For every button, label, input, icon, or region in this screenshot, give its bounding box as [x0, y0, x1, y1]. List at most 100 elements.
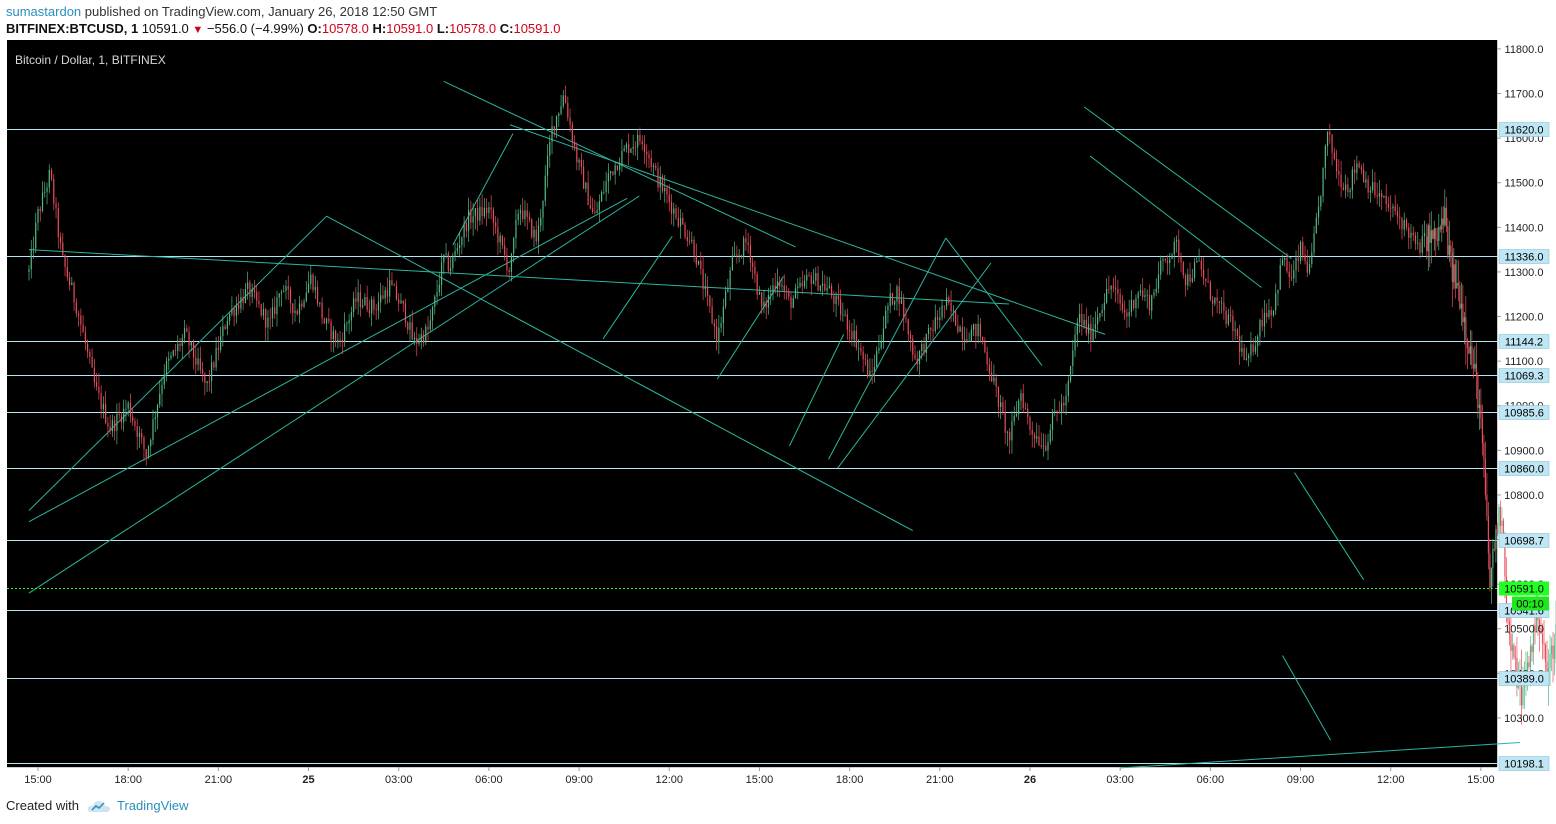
time-axis[interactable] — [7, 767, 1497, 794]
candle-248-body — [111, 420, 113, 432]
candle-142-body — [80, 315, 82, 325]
candle-202-body — [98, 386, 100, 393]
candle-3833-body — [1189, 274, 1191, 282]
candle-1275-body — [420, 334, 422, 342]
candle-1110-body — [371, 299, 373, 314]
candle--30-body — [28, 269, 30, 272]
candle-4935-body — [1520, 673, 1523, 706]
level-label-bg-5 — [1498, 461, 1550, 476]
candle-375-body — [150, 440, 152, 447]
y-tick-label-5: 10800.0 — [1504, 490, 1544, 502]
candle-2790-body — [876, 350, 878, 367]
candle-848-body — [292, 303, 294, 313]
candle-3923-body — [1216, 297, 1218, 301]
trendline-2 — [28, 195, 640, 594]
candle-3968-body — [1230, 314, 1232, 316]
trendline-5 — [326, 215, 913, 532]
candle-2437-body — [770, 294, 772, 295]
candle-2812-body — [882, 328, 885, 342]
candle-1687-body — [544, 175, 546, 201]
candle-1237-body — [409, 322, 411, 330]
candle-788-body — [274, 307, 276, 315]
candle-3030-body — [948, 297, 950, 303]
candle-3607-body — [1121, 303, 1124, 310]
candle-1650-body — [533, 229, 535, 238]
level-label-3: 11069.3 — [1505, 371, 1544, 383]
candle-1830-body — [587, 182, 589, 206]
candle-5040-body — [1552, 645, 1554, 659]
candle-90-body — [64, 255, 66, 267]
candle-1995-body — [637, 134, 639, 148]
candle-4780-body — [1474, 363, 1476, 369]
candle-2047-body — [652, 165, 655, 168]
candle-3697-body — [1148, 294, 1151, 311]
candle-4965-body — [1529, 645, 1532, 667]
price-chart[interactable]: 10300.010400.010500.010600.010700.010800… — [0, 40, 1556, 794]
candle-3998-body — [1239, 335, 1241, 352]
author-link[interactable]: sumastardon — [6, 4, 82, 19]
candle-2940-body — [921, 344, 923, 352]
candle-1957-body — [625, 144, 628, 149]
candle-1732-body — [558, 113, 560, 116]
candle-23-body — [44, 191, 46, 193]
candle-2167-body — [688, 240, 691, 242]
price-axis[interactable] — [1497, 40, 1556, 767]
candle-4710-body — [1453, 264, 1455, 283]
candle-3375-body — [1051, 411, 1054, 430]
candle-510-body — [190, 341, 192, 346]
candle-1485-body — [483, 207, 485, 216]
candle-4433-body — [1369, 190, 1372, 193]
candle-4095-body — [1268, 310, 1270, 318]
candle-353-body — [143, 437, 145, 450]
candle-3757-body — [1166, 260, 1169, 264]
candle-4193-body — [1297, 257, 1299, 261]
candle-82-body — [62, 242, 64, 256]
candle-4335-body — [1340, 174, 1342, 188]
candle-4043-body — [1252, 344, 1254, 352]
candle-1320-body — [434, 296, 436, 307]
candle-2362-body — [747, 242, 749, 245]
candle-4088-body — [1266, 313, 1268, 318]
candle-4455-body — [1376, 195, 1378, 197]
candle-2325-body — [736, 254, 738, 256]
candle-2235-body — [709, 295, 711, 307]
candle-2002-body — [639, 134, 641, 142]
candle-1515-body — [492, 209, 495, 223]
level-label-bg-6 — [1498, 533, 1550, 548]
candle-1822-body — [585, 182, 587, 189]
candle-4148-body — [1284, 257, 1286, 260]
candle-4545-body — [1403, 219, 1405, 230]
candle-1575-body — [510, 253, 513, 272]
candle-4825-body — [1487, 515, 1489, 554]
candle-4328-body — [1338, 171, 1340, 175]
candle-4080-body — [1263, 313, 1266, 327]
countdown-label-bg — [1512, 596, 1549, 611]
candle-810-body — [280, 291, 283, 294]
tradingview-link[interactable]: TradingView — [116, 798, 189, 813]
candle-1305-body — [429, 320, 431, 330]
candle-4380-body — [1354, 169, 1356, 173]
chart-pane[interactable] — [7, 40, 1497, 767]
candle-3420-body — [1065, 395, 1067, 406]
candle-2272-body — [720, 322, 722, 328]
candle-1612-body — [522, 210, 524, 219]
candle-2715-body — [853, 330, 855, 340]
candle-2985-body — [934, 317, 936, 332]
candle-3165-body — [988, 364, 990, 373]
candle-3360-body — [1047, 442, 1049, 451]
candle-3547-body — [1103, 302, 1105, 311]
candle-4523-body — [1396, 211, 1399, 217]
candle-2062-body — [657, 168, 659, 188]
candle-4425-body — [1367, 179, 1369, 193]
candle-833-body — [287, 286, 289, 290]
candle-2775-body — [871, 370, 873, 372]
candle-383-body — [152, 419, 154, 441]
candle-4705-body — [1451, 252, 1453, 283]
candle-2130-body — [677, 217, 679, 227]
y-tick-label-10: 11300.0 — [1505, 267, 1544, 279]
candle-60-body — [55, 203, 57, 209]
candle-1222-body — [404, 303, 407, 323]
candle-3090-body — [966, 338, 968, 342]
candle-1245-body — [411, 322, 413, 340]
candle-4013-body — [1243, 348, 1245, 360]
